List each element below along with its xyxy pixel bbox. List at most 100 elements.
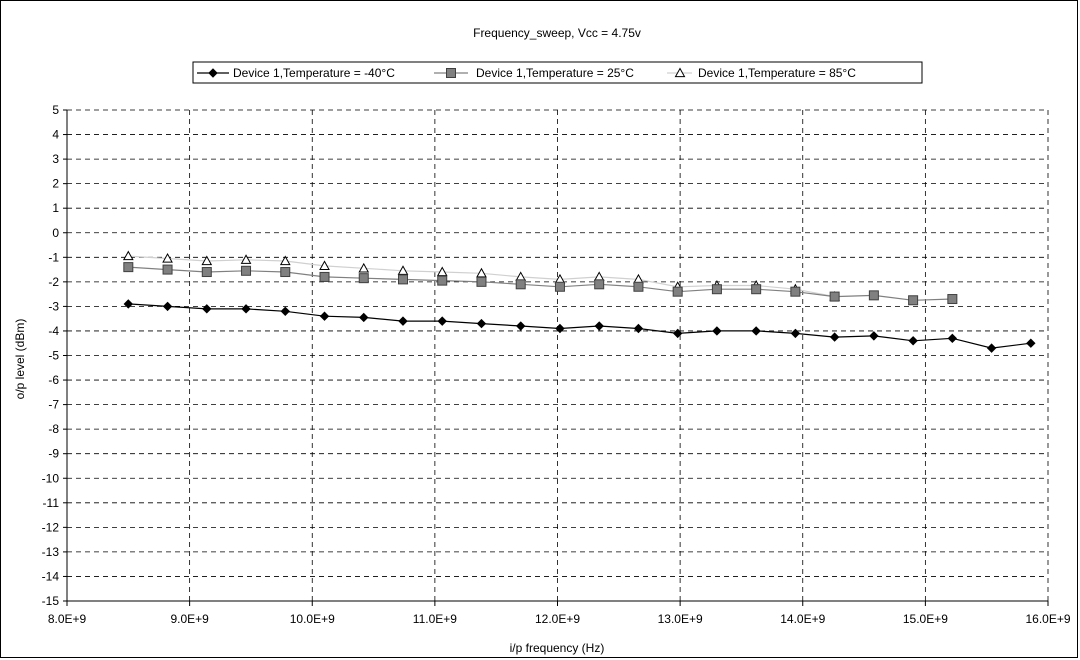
data-point: [672, 328, 683, 339]
y-tick-label: -3: [48, 299, 59, 313]
legend-item: Device 1,Temperature = 85°C: [667, 66, 856, 80]
data-point: [319, 311, 330, 321]
y-axis-label: o/p level (dBm): [13, 319, 27, 400]
data-point: [829, 332, 840, 342]
chart-title: Frequency_sweep, Vcc = 4.75v: [473, 26, 641, 40]
legend-label: Device 1,Temperature = 25°C: [476, 66, 634, 80]
series-diamond: [123, 299, 1036, 353]
data-point: [358, 273, 369, 284]
legend-item: Device 1,Temperature = -40°C: [197, 66, 395, 80]
y-tick-label: -15: [42, 594, 60, 608]
y-tick-label: -9: [48, 447, 59, 461]
data-point: [554, 281, 565, 292]
data-point: [869, 331, 879, 341]
data-point: [868, 290, 879, 301]
series-square: [123, 262, 958, 306]
legend-box: [192, 61, 923, 84]
x-tick-label: 9.0E+9: [170, 612, 209, 626]
y-tick-label: -7: [48, 398, 59, 412]
data-point: [947, 294, 958, 305]
data-point: [240, 254, 252, 264]
x-tick-label: 12.0E+9: [535, 612, 580, 626]
data-point: [908, 336, 918, 346]
data-point: [123, 299, 134, 309]
x-tick-label: 15.0E+9: [903, 612, 948, 626]
data-point: [123, 262, 134, 273]
data-point: [516, 321, 526, 331]
y-tick-label: -8: [48, 422, 59, 436]
data-point: [397, 274, 408, 285]
x-tick-label: 11.0E+9: [413, 612, 457, 626]
y-tick-label: 2: [52, 177, 59, 191]
data-point: [672, 286, 683, 297]
y-tick-label: -4: [48, 324, 59, 338]
data-point: [398, 316, 408, 326]
data-point: [476, 318, 487, 329]
y-tick-label: -11: [43, 496, 60, 510]
data-point: [790, 328, 801, 339]
y-tick-label: 0: [52, 226, 59, 240]
data-point: [908, 295, 919, 306]
data-point: [790, 286, 801, 297]
x-tick-label: 16.0E+9: [1025, 612, 1070, 626]
data-point: [437, 275, 448, 286]
x-axis-label: i/p frequency (Hz): [510, 641, 605, 655]
y-tick-label: -6: [48, 373, 59, 387]
data-point: [122, 250, 134, 261]
data-point: [829, 291, 840, 302]
y-tick-label: 3: [52, 152, 59, 166]
data-point: [201, 255, 213, 266]
data-point: [476, 276, 487, 287]
series-line: [128, 303, 1031, 349]
data-point: [947, 333, 958, 344]
y-tick-label: -1: [48, 250, 59, 264]
data-point: [751, 326, 761, 336]
x-tick-label: 13.0E+9: [658, 612, 703, 626]
data-point: [437, 316, 447, 326]
x-tick-label: 10.0E+9: [290, 612, 335, 626]
data-point: [162, 301, 173, 312]
x-tick-label: 8.0E+9: [48, 612, 87, 626]
data-point: [279, 255, 291, 266]
data-point: [280, 306, 290, 317]
y-tick-label: -5: [48, 349, 59, 363]
data-point: [319, 271, 330, 282]
y-tick-label: -13: [42, 545, 60, 559]
data-point: [319, 260, 330, 270]
data-point: [515, 279, 526, 290]
data-point: [986, 343, 997, 353]
y-tick-label: 4: [52, 128, 59, 142]
data-point: [712, 326, 722, 336]
x-tick-label: 14.0E+9: [780, 612, 825, 626]
data-point: [241, 304, 251, 314]
data-point: [751, 284, 762, 295]
y-tick-label: -12: [42, 520, 60, 534]
data-point: [555, 323, 565, 334]
data-point: [1026, 338, 1036, 348]
legend-marker: [446, 68, 456, 78]
data-point: [359, 312, 369, 323]
y-tick-label: 1: [52, 201, 59, 215]
legend-marker: [674, 67, 686, 78]
legend: Device 1,Temperature = -40°C Device 1,Tem…: [192, 61, 923, 84]
data-point: [358, 262, 370, 273]
axes: 5 4 3 2 1 0 -1 -2 -3 -4 -5 -6 -7 -8 -9 -10 -11 -12 -13 -14 -…: [42, 103, 1071, 626]
legend-marker: [208, 68, 218, 78]
data-point: [280, 267, 291, 278]
data-point: [162, 264, 173, 275]
legend-label: Device 1,Temperature = 85°C: [698, 66, 856, 80]
y-tick-label: -10: [42, 471, 60, 485]
legend-item: Device 1,Temperature = 25°C: [434, 66, 634, 80]
data-point: [711, 284, 722, 295]
data-point: [594, 321, 604, 331]
y-tick-label: 5: [52, 103, 59, 117]
data-point: [202, 304, 212, 314]
series-line: [128, 266, 953, 301]
series-layer: [122, 250, 1036, 353]
y-tick-label: -14: [42, 569, 60, 583]
data-point: [594, 279, 605, 290]
data-point: [633, 323, 644, 334]
y-tick-label: -2: [48, 275, 59, 289]
